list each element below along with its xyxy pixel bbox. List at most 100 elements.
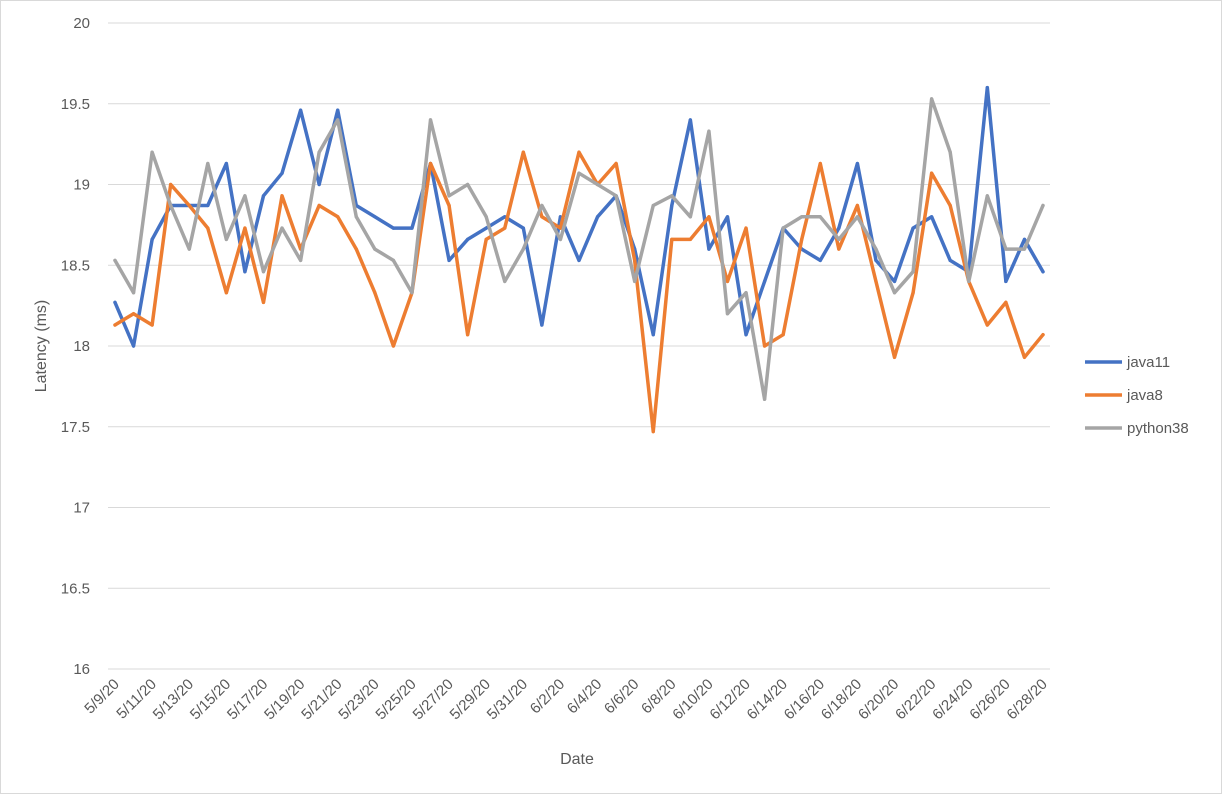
data-point [930, 171, 934, 175]
data-point [874, 247, 878, 251]
data-point [187, 247, 191, 251]
data-point [224, 237, 228, 242]
data-point [131, 312, 136, 316]
x-axis-title: Date [560, 751, 594, 768]
data-point [818, 215, 822, 219]
data-point [781, 333, 785, 337]
data-point [336, 118, 340, 122]
data-point [985, 194, 989, 198]
data-point [725, 279, 730, 283]
data-point [466, 333, 470, 337]
series-python38 [113, 97, 1045, 402]
data-point [948, 150, 952, 154]
data-point [892, 355, 897, 359]
data-point [447, 194, 451, 198]
y-axis-tick-labels: 16 16.5 17 17.5 18 18.5 19 19.5 20 [61, 15, 90, 678]
data-point [521, 150, 525, 154]
data-point [633, 279, 637, 283]
data-point [206, 226, 210, 230]
data-point [150, 323, 154, 327]
data-point [317, 182, 321, 187]
data-point [651, 333, 655, 337]
x-tick-label: 6/20/20 [855, 676, 902, 723]
data-point [614, 194, 618, 198]
legend: java11 java8 python38 [1085, 354, 1189, 437]
x-tick-label: 6/18/20 [818, 676, 865, 723]
data-point [391, 226, 395, 230]
data-point [484, 237, 488, 242]
data-point [707, 247, 711, 251]
data-point [428, 118, 433, 122]
data-point [818, 161, 822, 166]
data-point [707, 129, 711, 133]
data-point [169, 203, 173, 208]
data-point [336, 108, 340, 112]
data-point [911, 226, 915, 230]
data-point [317, 203, 321, 208]
series-line-java11 [113, 85, 1045, 348]
data-point [595, 215, 600, 219]
x-tick-label: 6/6/20 [601, 676, 643, 718]
x-tick-label: 6/16/20 [781, 676, 828, 723]
data-point [744, 333, 748, 337]
data-point [558, 237, 563, 242]
x-tick-label: 6/26/20 [966, 676, 1013, 723]
data-point [1004, 279, 1008, 283]
x-tick-label: 5/31/20 [484, 676, 531, 723]
x-tick-label: 6/28/20 [1003, 676, 1050, 723]
data-point [577, 171, 581, 175]
data-point [410, 226, 414, 230]
data-point [688, 237, 692, 242]
data-point [521, 226, 525, 230]
data-point [224, 291, 228, 295]
series-java11 [113, 85, 1045, 348]
y-tick-label: 19 [73, 177, 90, 194]
data-point [855, 203, 860, 208]
data-point [484, 226, 488, 230]
data-point [447, 203, 451, 208]
data-point [651, 429, 655, 434]
data-point [985, 323, 989, 327]
y-axis-title: Latency (ms) [33, 300, 50, 392]
data-point [428, 161, 433, 166]
x-tick-label: 6/4/20 [564, 676, 606, 718]
data-point [521, 247, 525, 251]
data-point [855, 161, 860, 166]
data-point [744, 291, 748, 295]
data-point [466, 182, 470, 187]
legend-label: java11 [1126, 354, 1170, 371]
data-point [577, 258, 581, 263]
data-point [948, 258, 952, 263]
data-point [540, 203, 544, 208]
data-point [911, 291, 915, 295]
legend-label: java8 [1126, 387, 1163, 404]
data-point [503, 279, 507, 283]
data-point [1041, 203, 1045, 208]
data-point [558, 226, 563, 230]
x-tick-label: 5/29/20 [447, 676, 494, 723]
data-point [688, 215, 692, 219]
data-point [447, 258, 451, 263]
data-point [670, 194, 674, 198]
data-point [688, 118, 692, 122]
data-point [150, 150, 154, 154]
data-point [633, 258, 637, 263]
data-point [466, 237, 470, 242]
x-axis-tick-labels: 5/9/205/11/205/13/205/15/205/17/205/19/2… [81, 676, 1051, 723]
legend-item-java8: java8 [1085, 387, 1163, 404]
data-point [837, 237, 841, 242]
data-point [1022, 247, 1027, 251]
series-lines [113, 85, 1045, 434]
data-point [299, 258, 303, 263]
data-point [781, 226, 785, 230]
y-tick-label: 17.5 [61, 419, 90, 436]
x-tick-label: 6/14/20 [744, 676, 791, 723]
data-point [892, 279, 897, 283]
data-point [540, 215, 544, 219]
data-point [373, 247, 377, 251]
data-point [280, 171, 284, 175]
data-point [503, 226, 507, 230]
data-point [930, 215, 934, 219]
data-point [299, 108, 303, 112]
